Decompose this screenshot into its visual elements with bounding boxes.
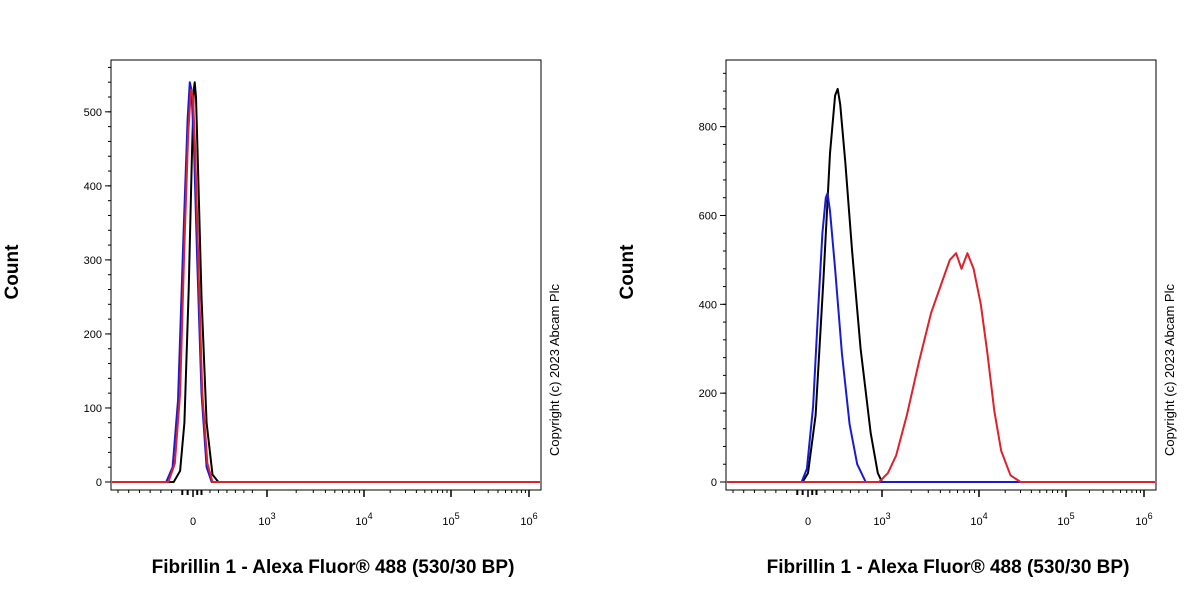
y-axis: 0 200 400 600 800 (699, 72, 726, 489)
histogram-line-2 (727, 192, 1155, 483)
x-tick-label: 104 (355, 511, 372, 528)
y-axis-label: Count (2, 244, 23, 300)
x-tick-label: 105 (442, 511, 459, 528)
chart-panel-left: 0 100 200 300 400 500 0 103 104 105 106 Count Fibril… (2, 59, 562, 578)
x-tick-label: 106 (1135, 511, 1152, 528)
x-axis-label: Fibrillin 1 - Alexa Fluor® 488 (530/30 B… (152, 557, 515, 578)
x-tick-label: 103 (258, 511, 275, 528)
x-tick-label: 105 (1057, 511, 1074, 528)
x-tick-label: 103 (873, 511, 890, 528)
histogram-line-3 (727, 252, 1155, 483)
histogram-line-1 (112, 81, 540, 483)
y-axis: 0 100 200 300 400 500 (84, 66, 111, 489)
chart-panel-right: 0 200 400 600 800 0 103 104 105 106 Count Fibrillin… (617, 59, 1177, 578)
x-axis-label: Fibrillin 1 - Alexa Fluor® 488 (530/30 B… (767, 557, 1130, 578)
y-tick-label: 600 (699, 210, 717, 222)
y-tick-label: 800 (699, 122, 717, 134)
x-tick-label: 0 (190, 516, 196, 528)
y-tick-label: 0 (711, 477, 717, 489)
y-axis-label: Count (617, 244, 638, 300)
copyright-text: Copyright (c) 2023 Abcam Plc (1162, 284, 1177, 456)
y-tick-label: 400 (699, 299, 717, 311)
histogram-line-1 (727, 87, 1155, 483)
y-tick-label: 100 (84, 403, 102, 415)
histogram-line-3 (112, 88, 540, 483)
y-tick-label: 300 (84, 255, 102, 267)
copyright-text: Copyright (c) 2023 Abcam Plc (547, 284, 562, 456)
histogram-line-2 (112, 81, 540, 483)
x-axis: 0 103 104 105 106 (732, 490, 1153, 528)
y-tick-label: 400 (84, 181, 102, 193)
x-tick-label: 106 (520, 511, 537, 528)
x-tick-label: 0 (805, 516, 811, 528)
plot-frame (725, 59, 1157, 491)
y-tick-label: 500 (84, 107, 102, 119)
y-tick-label: 200 (84, 329, 102, 341)
x-axis: 0 103 104 105 106 (117, 490, 538, 528)
y-tick-label: 200 (699, 388, 717, 400)
y-tick-label: 0 (96, 477, 102, 489)
x-tick-label: 104 (970, 511, 987, 528)
